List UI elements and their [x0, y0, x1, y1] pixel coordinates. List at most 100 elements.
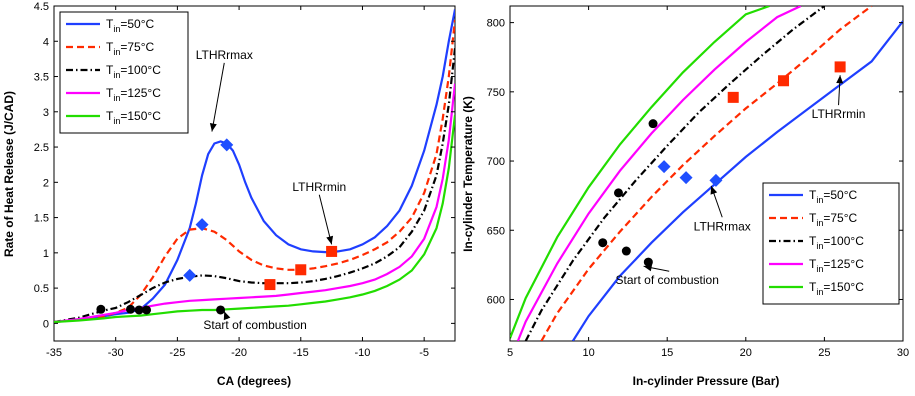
- annotation-label: Start of combustion: [203, 318, 306, 332]
- x-tick-label: 5: [507, 347, 513, 359]
- legend-box: [762, 182, 900, 305]
- y-tick-label: 1.5: [34, 213, 49, 225]
- annotation-label: LTHRrmax: [196, 48, 253, 62]
- start-of-combustion-marker: [142, 305, 152, 315]
- x-tick-label: 15: [661, 347, 673, 359]
- right-annotations: LTHRrmin LTHRrmax Start of combustion: [616, 75, 866, 287]
- x-tick-label: 25: [818, 347, 830, 359]
- series-line-2: [54, 19, 455, 324]
- right-legend: Tin=50°C Tin=75°C Tin=100°C Tin=125°C Tin=15…: [762, 182, 900, 305]
- left-x-axis-label: CA (degrees): [217, 374, 291, 388]
- x-tick-label: -35: [46, 347, 62, 359]
- x-tick-label: -15: [293, 347, 309, 359]
- lthr-min-marker: [295, 264, 307, 276]
- series-line-2: [540, 6, 873, 341]
- right-series-lines: [510, 6, 903, 341]
- y-tick-label: 4: [43, 36, 49, 48]
- annotation-arrowhead: [710, 185, 718, 195]
- x-tick-label: -5: [419, 347, 429, 359]
- y-tick-label: 0.5: [34, 283, 49, 295]
- legend-entry: Tin=150°C: [106, 109, 161, 126]
- lthr-max-marker: [195, 218, 209, 232]
- left-y-axis-label: Rate of Heat Release (J/CAD): [2, 91, 16, 257]
- x-tick-label: 20: [740, 347, 752, 359]
- annotation-arrowhead: [209, 123, 217, 132]
- y-tick-label: 2.5: [34, 142, 49, 154]
- y-tick-label: 700: [487, 156, 505, 168]
- annotation-arrowhead: [223, 311, 231, 321]
- series-line-4: [516, 6, 802, 341]
- series-line-1: [571, 20, 903, 341]
- series-line-5: [54, 115, 455, 324]
- lthr-max-marker: [657, 160, 671, 174]
- y-tick-label: 4.5: [34, 1, 49, 13]
- lthr-min-marker: [778, 75, 790, 87]
- y-tick-label: 3.5: [34, 72, 49, 84]
- left-annotations: LTHRrmax LTHRrmin Start of combustion: [196, 48, 346, 332]
- annotation-arrowhead: [643, 264, 653, 272]
- x-tick-label: -30: [108, 347, 124, 359]
- legend-entry: Tin=75°C: [106, 40, 155, 57]
- start-of-combustion-marker: [621, 246, 631, 256]
- legend-entry: Tin=150°C: [809, 280, 864, 297]
- start-of-combustion-marker: [134, 305, 144, 315]
- legend-entry: Tin=50°C: [106, 17, 155, 34]
- start-of-combustion-marker: [613, 188, 623, 198]
- legend-entry: Tin=75°C: [809, 211, 858, 228]
- annotation-arrow: [318, 194, 333, 245]
- annotation-arrowhead: [836, 75, 844, 84]
- y-tick-label: 750: [487, 87, 505, 99]
- lthr-min-marker: [264, 279, 276, 291]
- left-markers: [96, 138, 338, 315]
- legend-box: [59, 11, 189, 134]
- x-tick-label: -25: [169, 347, 185, 359]
- y-tick-label: 2: [43, 177, 49, 189]
- x-tick-label: -20: [231, 347, 247, 359]
- right-x-axis-label: In-cylinder Pressure (Bar): [633, 374, 780, 388]
- right-chart-temperature-pressure: LTHRrmin LTHRrmax Start of combustion 5 10 1…: [461, 5, 909, 388]
- x-tick-label: -10: [355, 347, 371, 359]
- lthr-min-marker: [326, 245, 338, 257]
- legend-entry: Tin=100°C: [106, 63, 161, 80]
- lthr-max-marker: [679, 171, 693, 185]
- start-of-combustion-marker: [598, 238, 608, 248]
- start-of-combustion-marker: [648, 119, 658, 129]
- y-tick-label: 0: [43, 318, 49, 330]
- x-tick-label: 10: [582, 347, 594, 359]
- annotation-label: Start of combustion: [616, 273, 719, 287]
- annotation-label: LTHRrmax: [694, 219, 751, 233]
- right-markers: [598, 61, 846, 267]
- legend-entry: Tin=125°C: [106, 86, 161, 103]
- lthr-min-marker: [727, 91, 739, 103]
- x-tick-label: 30: [897, 347, 909, 359]
- start-of-combustion-marker: [125, 304, 135, 314]
- lthr-max-marker: [220, 138, 234, 152]
- left-legend: Tin=50°C Tin=75°C Tin=100°C Tin=125°C Tin=15…: [59, 11, 189, 134]
- y-tick-label: 1: [43, 248, 49, 260]
- right-y-axis-label: In-cylinder Temperature (K): [461, 96, 475, 252]
- annotation-label: LTHRrmin: [812, 107, 866, 121]
- start-of-combustion-marker: [216, 305, 226, 315]
- series-line-5: [510, 6, 770, 339]
- annotation-arrow: [211, 62, 225, 132]
- annotation-label: LTHRrmin: [292, 180, 346, 194]
- legend-entry: Tin=100°C: [809, 234, 864, 251]
- left-ticks: -35 -30 -25 -20 -15 -10 -5 0 0.5 1 1.5 2 2.5 3 3.5 4 4.5: [34, 1, 455, 359]
- lthr-min-marker: [834, 61, 846, 73]
- series-line-3: [524, 6, 826, 341]
- y-tick-label: 650: [487, 225, 505, 237]
- y-tick-label: 3: [43, 107, 49, 119]
- lthr-max-marker: [709, 173, 723, 187]
- lthr-max-marker: [183, 268, 197, 282]
- y-tick-label: 800: [487, 18, 505, 30]
- legend-entry: Tin=50°C: [809, 188, 858, 205]
- legend-entry: Tin=125°C: [809, 257, 864, 274]
- annotation-arrowhead: [326, 235, 334, 245]
- start-of-combustion-marker: [643, 257, 653, 267]
- start-of-combustion-marker: [96, 304, 106, 314]
- y-tick-label: 600: [487, 294, 505, 306]
- series-line-1: [54, 9, 455, 324]
- right-ticks: 5 10 15 20 25 30 600 650 700 750 800: [487, 6, 909, 359]
